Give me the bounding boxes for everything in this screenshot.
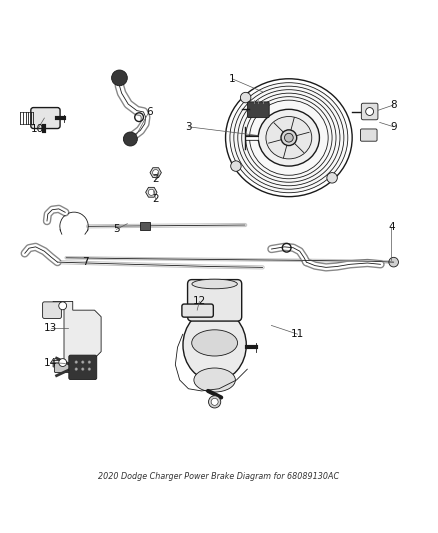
Circle shape [327, 173, 337, 183]
Ellipse shape [242, 93, 336, 182]
Ellipse shape [192, 330, 237, 356]
Circle shape [211, 398, 218, 405]
Text: 1: 1 [229, 74, 235, 84]
Ellipse shape [183, 309, 246, 381]
Ellipse shape [234, 86, 344, 189]
Circle shape [59, 302, 67, 310]
FancyBboxPatch shape [140, 222, 150, 230]
Text: 13: 13 [44, 322, 57, 333]
Text: 14: 14 [44, 358, 57, 368]
Polygon shape [150, 168, 161, 177]
Circle shape [281, 130, 297, 146]
Text: 2: 2 [152, 194, 159, 204]
Circle shape [231, 161, 241, 171]
Text: 11: 11 [291, 329, 304, 339]
Circle shape [152, 169, 159, 176]
FancyBboxPatch shape [360, 129, 377, 141]
Circle shape [389, 257, 399, 267]
FancyBboxPatch shape [42, 302, 61, 318]
Circle shape [88, 368, 91, 370]
Text: 6: 6 [146, 107, 152, 117]
FancyBboxPatch shape [54, 363, 76, 373]
Ellipse shape [230, 83, 348, 193]
FancyBboxPatch shape [361, 103, 378, 120]
Ellipse shape [258, 109, 319, 166]
Polygon shape [146, 188, 157, 197]
Text: 2020 Dodge Charger Power Brake Diagram for 68089130AC: 2020 Dodge Charger Power Brake Diagram f… [99, 472, 339, 481]
Ellipse shape [250, 100, 328, 175]
FancyBboxPatch shape [69, 355, 97, 379]
Ellipse shape [226, 79, 352, 197]
Circle shape [240, 92, 251, 103]
Ellipse shape [194, 368, 235, 392]
FancyBboxPatch shape [182, 304, 213, 317]
Ellipse shape [246, 96, 332, 179]
Text: 12: 12 [193, 296, 206, 306]
Circle shape [285, 133, 293, 142]
Circle shape [75, 368, 78, 370]
Circle shape [81, 368, 84, 370]
Text: 8: 8 [390, 100, 397, 110]
Ellipse shape [238, 90, 340, 185]
FancyBboxPatch shape [247, 102, 269, 118]
Text: 5: 5 [113, 224, 120, 235]
Text: 2: 2 [152, 174, 159, 184]
Text: 3: 3 [185, 122, 192, 132]
Circle shape [208, 395, 221, 408]
Text: 9: 9 [390, 122, 397, 132]
FancyBboxPatch shape [31, 108, 60, 128]
Circle shape [148, 189, 154, 195]
Ellipse shape [266, 117, 312, 159]
FancyBboxPatch shape [187, 280, 242, 321]
Circle shape [88, 361, 91, 364]
Circle shape [112, 70, 127, 86]
Text: 4: 4 [388, 222, 395, 232]
Circle shape [366, 108, 374, 116]
Text: 10: 10 [31, 124, 44, 134]
Circle shape [59, 359, 67, 367]
Circle shape [81, 361, 84, 364]
Polygon shape [53, 302, 101, 367]
Circle shape [124, 132, 138, 146]
Text: 7: 7 [82, 257, 89, 267]
Circle shape [75, 361, 78, 364]
Ellipse shape [192, 279, 237, 289]
